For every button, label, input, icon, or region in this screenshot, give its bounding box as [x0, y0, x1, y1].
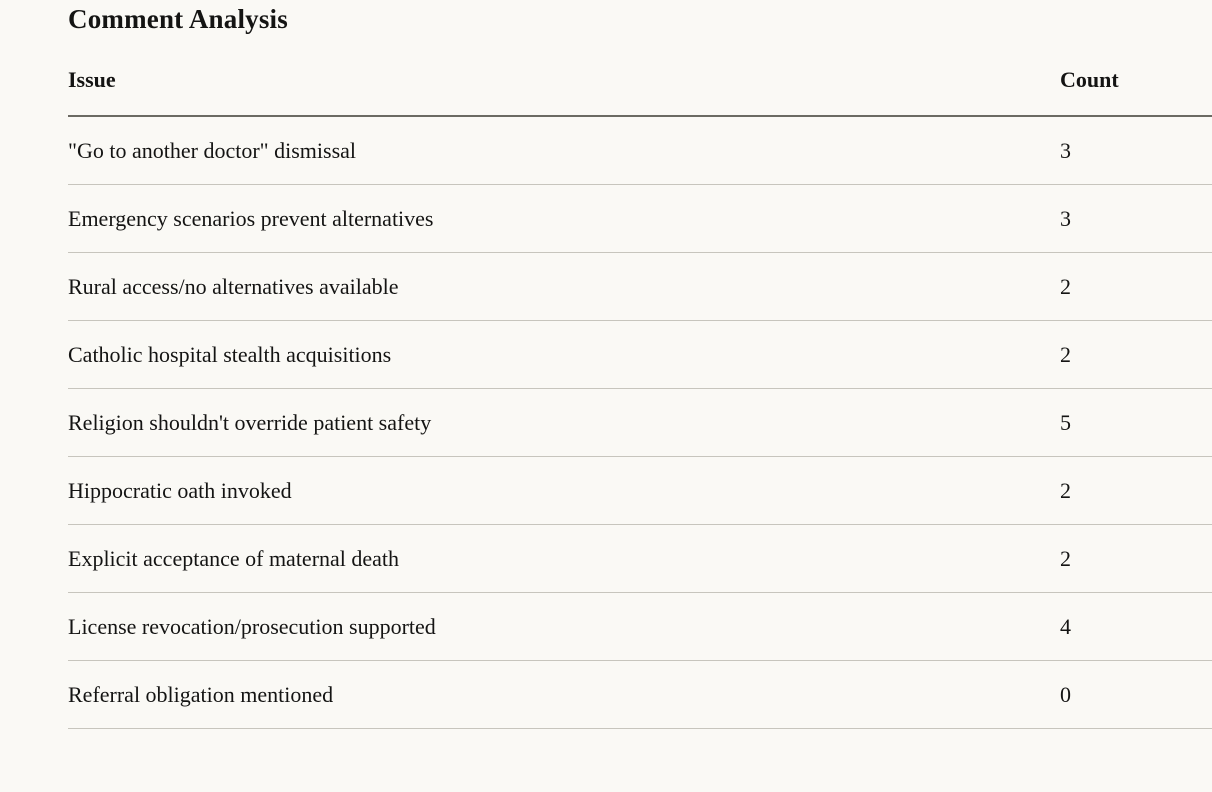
count-cell: 5: [1060, 388, 1212, 457]
issue-cell: "Go to another doctor" dismissal: [68, 116, 1060, 185]
comment-analysis-table: Issue Count "Go to another doctor" dismi…: [68, 36, 1212, 729]
count-cell: 0: [1060, 660, 1212, 729]
count-cell: 3: [1060, 184, 1212, 253]
issue-cell: Catholic hospital stealth acquisitions: [68, 320, 1060, 389]
count-cell: 2: [1060, 320, 1212, 389]
count-cell: 3: [1060, 116, 1212, 185]
count-cell: 2: [1060, 524, 1212, 593]
count-cell: 2: [1060, 252, 1212, 321]
issue-cell: Emergency scenarios prevent alternatives: [68, 184, 1060, 253]
count-cell: 4: [1060, 592, 1212, 661]
comment-analysis-section: Comment Analysis Issue Count "Go to anot…: [68, 0, 1212, 729]
count-cell: 2: [1060, 456, 1212, 525]
table-row: License revocation/prosecution supported…: [68, 592, 1212, 661]
table-header-row: Issue Count: [68, 36, 1212, 117]
table-row: Religion shouldn't override patient safe…: [68, 388, 1212, 457]
column-header-count: Count: [1060, 36, 1212, 117]
column-header-issue: Issue: [68, 36, 1060, 117]
issue-cell: Religion shouldn't override patient safe…: [68, 388, 1060, 457]
table-row: Referral obligation mentioned 0: [68, 660, 1212, 729]
table-row: Explicit acceptance of maternal death 2: [68, 524, 1212, 593]
table-row: Rural access/no alternatives available 2: [68, 252, 1212, 321]
table-row: Hippocratic oath invoked 2: [68, 456, 1212, 525]
page-title: Comment Analysis: [68, 4, 288, 34]
table-row: "Go to another doctor" dismissal 3: [68, 116, 1212, 185]
issue-cell: Referral obligation mentioned: [68, 660, 1060, 729]
issue-cell: Rural access/no alternatives available: [68, 252, 1060, 321]
table-row: Emergency scenarios prevent alternatives…: [68, 184, 1212, 253]
issue-cell: License revocation/prosecution supported: [68, 592, 1060, 661]
issue-cell: Explicit acceptance of maternal death: [68, 524, 1060, 593]
issue-cell: Hippocratic oath invoked: [68, 456, 1060, 525]
table-row: Catholic hospital stealth acquisitions 2: [68, 320, 1212, 389]
